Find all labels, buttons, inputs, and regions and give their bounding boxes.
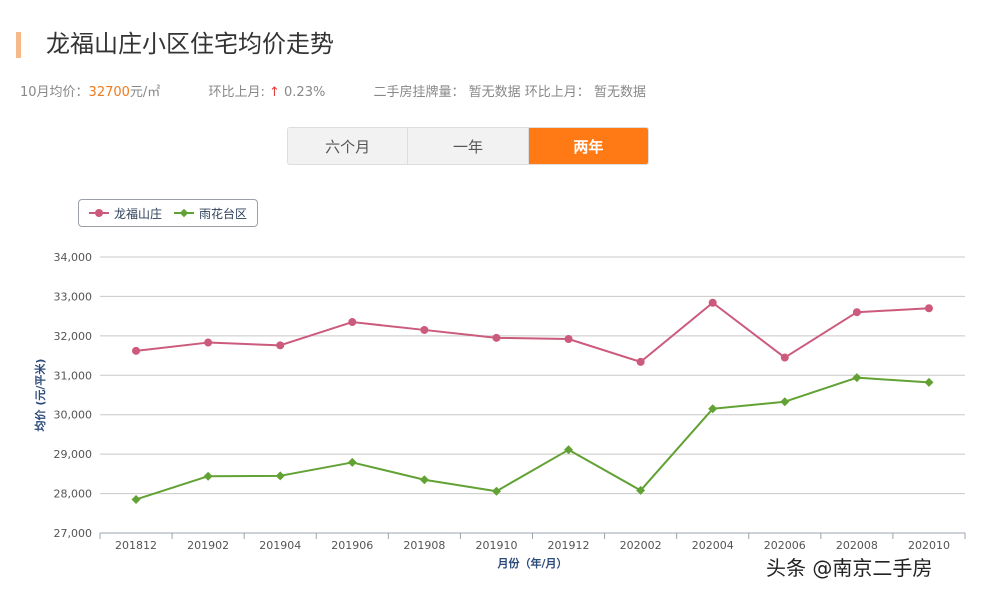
listing-mom-value: 暂无数据 xyxy=(593,85,646,100)
series-line-1 xyxy=(135,301,930,363)
data-point xyxy=(491,486,501,496)
x-tick-label: 201902 xyxy=(187,539,229,552)
data-point xyxy=(780,397,790,407)
circle-marker-icon xyxy=(89,208,109,218)
x-tick-label: 202002 xyxy=(620,539,662,552)
x-axis-title: 月份（年/月） xyxy=(496,556,567,570)
data-point xyxy=(348,318,357,327)
y-tick-label: 33,000 xyxy=(54,290,93,303)
data-point xyxy=(708,298,717,307)
data-point xyxy=(708,404,718,414)
tab-one-year[interactable]: 一年 xyxy=(407,128,528,164)
x-tick-label: 202004 xyxy=(692,539,734,552)
y-tick-label: 27,000 xyxy=(54,527,93,540)
mom-label: 环比上月: xyxy=(208,85,265,100)
avg-price-label: 10月均价： xyxy=(20,85,89,100)
data-point xyxy=(275,471,285,481)
y-tick-label: 28,000 xyxy=(54,488,93,501)
data-point xyxy=(203,471,213,481)
data-point xyxy=(852,308,861,317)
listing-mom-label: 环比上月： xyxy=(524,85,590,100)
data-point xyxy=(131,494,141,504)
diamond-marker-icon xyxy=(174,208,195,218)
x-tick-label: 201908 xyxy=(403,539,445,552)
listing-label: 二手房挂牌量： xyxy=(373,85,465,100)
data-point xyxy=(780,353,789,362)
x-tick-label: 201812 xyxy=(115,539,157,552)
title-accent-bar xyxy=(16,32,21,58)
data-point xyxy=(636,485,646,495)
data-point xyxy=(924,377,934,387)
period-tabs: 六个月 一年 两年 xyxy=(287,127,649,165)
legend-label-yuhuatai: 雨花台区 xyxy=(199,206,248,221)
series-line-2 xyxy=(135,376,930,501)
tab-two-years[interactable]: 两年 xyxy=(527,128,648,164)
x-tick-label: 202008 xyxy=(836,539,878,552)
x-tick-label: 201906 xyxy=(331,539,373,552)
data-point xyxy=(419,475,429,485)
data-point xyxy=(347,457,357,467)
page-title: 龙福山庄小区住宅均价走势 xyxy=(46,30,334,58)
data-point xyxy=(852,373,862,383)
stats-row: 10月均价：32700元/㎡ 环比上月: ↑ 0.23% 二手房挂牌量： 暂无数… xyxy=(20,84,646,102)
data-point xyxy=(924,304,933,313)
watermark: 头条 @南京二手房 xyxy=(766,556,933,580)
x-tick-label: 201910 xyxy=(475,539,517,552)
mom-value: 0.23% xyxy=(284,85,326,100)
up-arrow-icon: ↑ xyxy=(268,85,280,100)
listing-value: 暂无数据 xyxy=(468,85,521,100)
data-point xyxy=(276,341,285,350)
y-tick-label: 34,000 xyxy=(54,251,93,264)
x-tick-label: 201912 xyxy=(548,539,590,552)
legend-item-yuhuatai[interactable]: 雨花台区 xyxy=(174,205,247,222)
legend-label-longfu: 龙福山庄 xyxy=(114,206,163,221)
y-tick-label: 29,000 xyxy=(54,448,93,461)
x-tick-label: 201904 xyxy=(259,539,301,552)
chart-legend: 龙福山庄 雨花台区 xyxy=(78,199,259,227)
data-point xyxy=(492,333,501,342)
data-point xyxy=(204,338,213,347)
data-point xyxy=(564,445,574,455)
legend-item-longfu[interactable]: 龙福山庄 xyxy=(89,205,162,222)
x-tick-label: 202006 xyxy=(764,539,806,552)
avg-price-value: 32700 xyxy=(88,85,130,100)
data-point xyxy=(132,346,141,355)
data-point xyxy=(636,357,645,366)
data-point xyxy=(420,325,429,334)
y-axis-title: 均价 (元/平米) xyxy=(33,359,47,432)
avg-price-unit: 元/㎡ xyxy=(129,85,161,100)
y-tick-label: 31,000 xyxy=(54,369,93,382)
tab-six-months[interactable]: 六个月 xyxy=(288,128,408,164)
data-point xyxy=(564,335,573,344)
x-tick-label: 202010 xyxy=(908,539,950,552)
y-tick-label: 32,000 xyxy=(54,330,93,343)
y-tick-label: 30,000 xyxy=(54,409,93,422)
